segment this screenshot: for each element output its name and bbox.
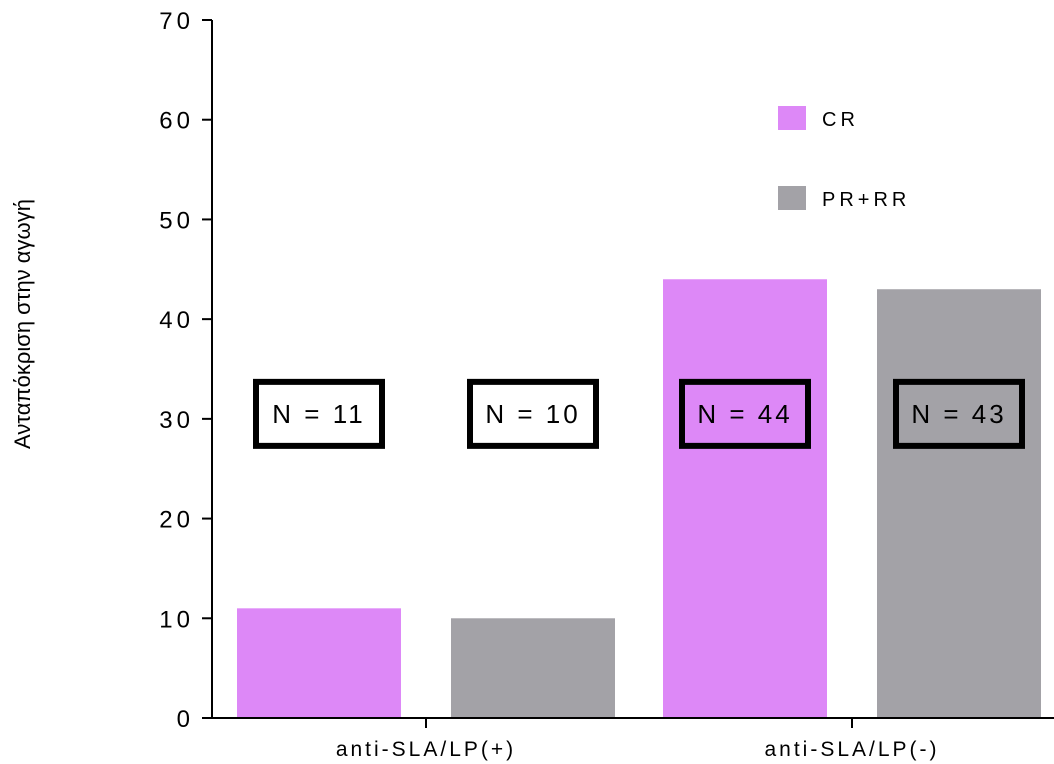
legend-label: PR+RR — [822, 189, 910, 211]
bar-cr-1 — [663, 279, 827, 718]
annotation-label: N = 43 — [911, 399, 1006, 429]
x-category-label: anti-SLA/LP(+) — [336, 738, 516, 761]
legend-label: CR — [822, 109, 859, 131]
y-tick-label: 20 — [159, 507, 194, 534]
legend: CR PR+RR — [778, 106, 910, 211]
annotation-box — [679, 378, 811, 449]
annotation-box — [253, 378, 385, 449]
y-tick-label: 50 — [159, 207, 194, 234]
y-tick-label: 40 — [159, 307, 194, 334]
bar-cr-0 — [237, 608, 401, 718]
y-tick-label: 0 — [177, 706, 194, 733]
y-tick-label: 30 — [159, 407, 194, 434]
x-category-label: anti-SLA/LP(-) — [764, 738, 939, 761]
y-tick-label: 10 — [159, 606, 194, 633]
legend-swatch — [778, 186, 806, 210]
legend-swatch — [778, 106, 806, 130]
annotations-layer: N = 11 N = 10 N = 44 N = 43 — [253, 378, 1025, 449]
y-axis-label: Ανταπόκριση στην αγωγή — [10, 199, 35, 449]
y-tick-label: 70 — [159, 8, 194, 35]
bar-pr-rr-1 — [877, 289, 1041, 718]
bar-pr-rr-0 — [451, 618, 615, 718]
annotation-box — [467, 378, 599, 449]
annotation-label: N = 11 — [272, 399, 365, 429]
annotation-label: N = 44 — [697, 399, 792, 429]
annotation-label: N = 10 — [485, 399, 580, 429]
y-tick-label: 60 — [159, 108, 194, 135]
axes-layer: 0 10 20 30 40 50 60 70 anti-SLA/LP(+) anti-SLA/LP… — [159, 8, 1054, 761]
annotation-box — [893, 378, 1025, 449]
bars-layer — [237, 279, 1041, 718]
